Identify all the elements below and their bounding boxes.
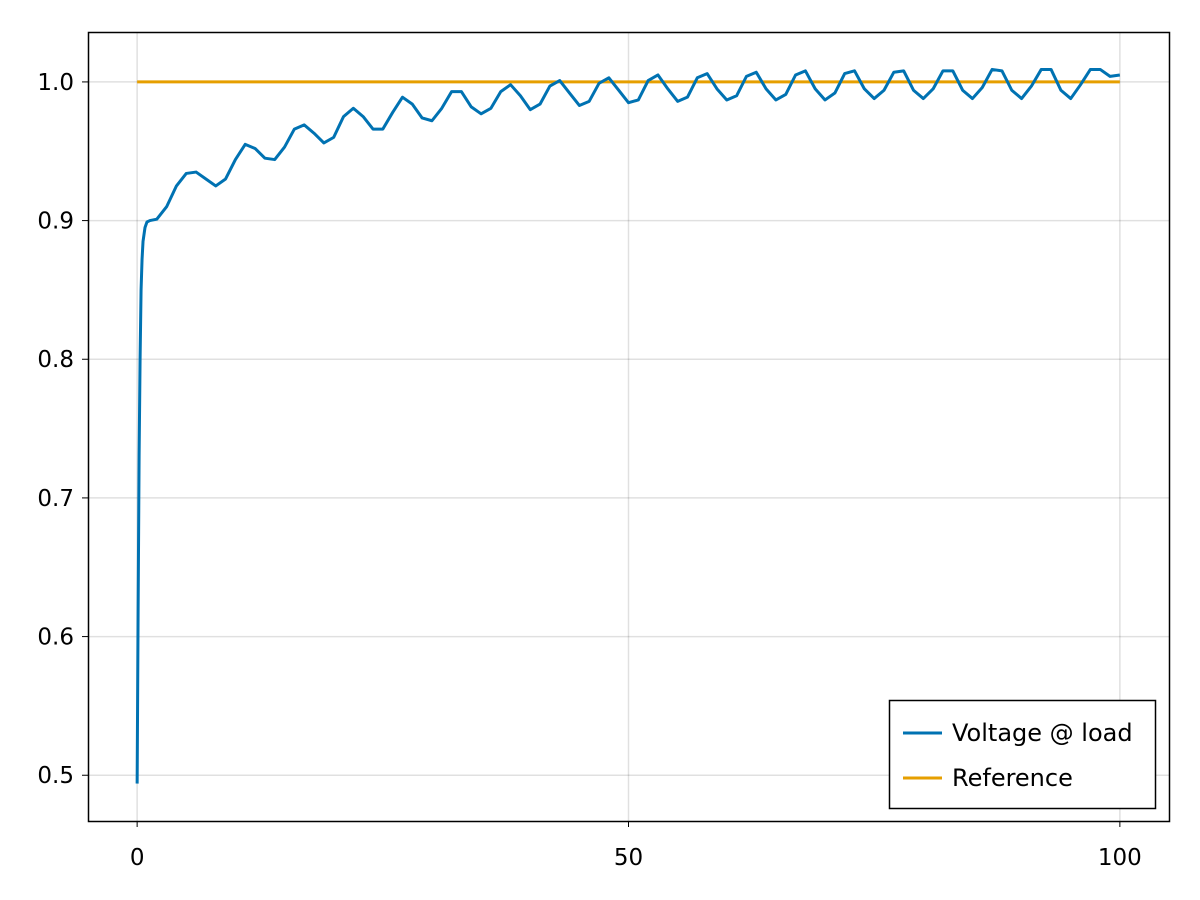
- series-layer: [135, 67, 1121, 784]
- x-tick-label-1: 50: [614, 845, 643, 871]
- x-axis-ticks: 0 50 100: [130, 821, 1142, 871]
- y-tick-label-2: 0.7: [37, 486, 74, 512]
- y-tick-label-0: 0.5: [37, 763, 74, 789]
- y-tick-label-4: 0.9: [37, 209, 74, 235]
- y-tick-label-1: 0.6: [37, 625, 74, 651]
- legend-label-voltage: Voltage @ load: [952, 719, 1133, 747]
- x-tick-label-0: 0: [130, 845, 145, 871]
- legend-label-reference: Reference: [952, 764, 1073, 792]
- y-tick-label-3: 0.8: [37, 347, 74, 373]
- x-tick-label-2: 100: [1098, 845, 1142, 871]
- series-line-voltage: [135, 67, 1121, 784]
- y-tick-label-5: 1.0: [37, 70, 74, 96]
- y-axis-ticks: 0.5 0.6 0.7 0.8 0.9 1.0: [37, 70, 88, 789]
- legend: Voltage @ load Reference: [888, 699, 1157, 810]
- legend-box: [888, 699, 1157, 810]
